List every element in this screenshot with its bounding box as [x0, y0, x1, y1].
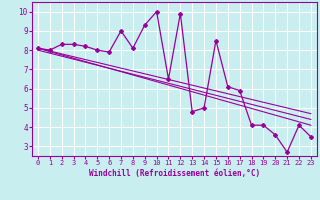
X-axis label: Windchill (Refroidissement éolien,°C): Windchill (Refroidissement éolien,°C)	[89, 169, 260, 178]
